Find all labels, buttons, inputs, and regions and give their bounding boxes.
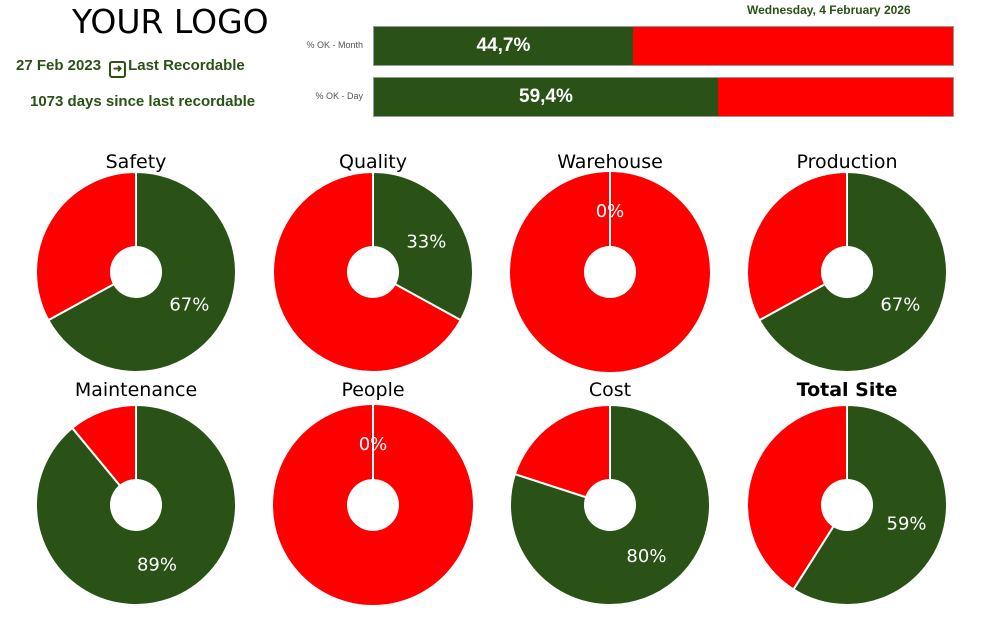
slice-ok [372, 170, 474, 322]
current-date: Wednesday, 4 February 2026 [747, 3, 911, 17]
donut-hole [347, 479, 399, 531]
chart-title: People [341, 379, 404, 401]
donut-hole [584, 479, 636, 531]
chart-title: Safety [106, 151, 167, 173]
last-recordable: 27 Feb 2023 ➜ Last Recordable [16, 57, 245, 78]
chart-title: Maintenance [75, 379, 197, 401]
progress-bar-day: 59,4% [373, 77, 954, 117]
chart-title: Warehouse [557, 151, 663, 173]
chart-title: Total Site [797, 379, 898, 401]
slice-not-ok [513, 403, 611, 507]
last-recordable-label: Last Recordable [128, 57, 245, 74]
bar-fill [374, 78, 718, 116]
data-label: 0% [359, 434, 388, 455]
bar-label-day: % OK - Day [315, 91, 363, 101]
data-label: 0% [596, 201, 625, 222]
data-label: 59% [887, 513, 927, 534]
slice-not-ok [746, 403, 848, 591]
bar-label-month: % OK - Month [306, 40, 363, 50]
arrow-right-box-icon: ➜ [109, 61, 127, 78]
data-label: 33% [406, 231, 446, 252]
slice-not-ok [70, 403, 137, 508]
chart-title: Production [796, 151, 897, 173]
days-since-recordable: 1073 days since last recordable [30, 93, 256, 110]
bar-value: 44,7% [476, 35, 531, 56]
donut-hole [821, 246, 873, 298]
progress-bar-month: 44,7% [373, 26, 954, 66]
chart-title: Cost [589, 379, 631, 401]
bar-fill [374, 27, 633, 65]
donut-hole [110, 246, 162, 298]
data-label: 67% [169, 295, 209, 316]
slice-not-ok [35, 170, 137, 322]
last-recordable-date: 27 Feb 2023 [16, 57, 102, 74]
donut-hole [110, 479, 162, 531]
chart-title: Quality [339, 151, 407, 173]
bar-value: 59,4% [519, 86, 573, 107]
data-label: 67% [880, 295, 920, 316]
donut-hole [347, 246, 399, 298]
logo: YOUR LOGO [72, 2, 269, 41]
slice-not-ok [746, 170, 848, 322]
donut-hole [821, 479, 873, 531]
donut-hole [584, 246, 636, 298]
data-label: 89% [137, 554, 177, 575]
data-label: 80% [626, 546, 666, 567]
